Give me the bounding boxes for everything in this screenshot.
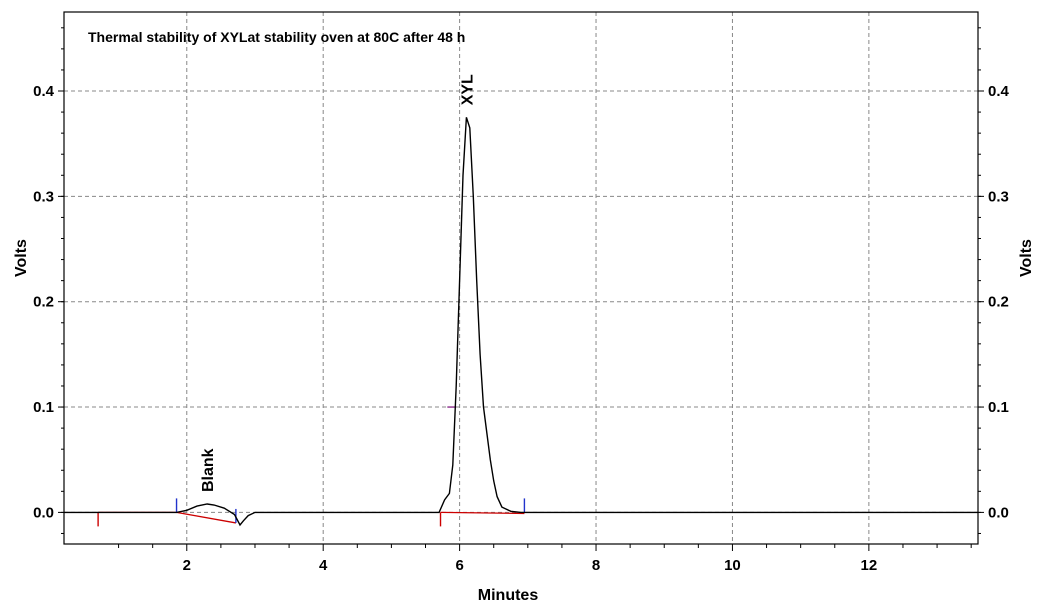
y-tick-label-right: 0.2 bbox=[988, 294, 1009, 311]
y-tick-label-left: 0.2 bbox=[33, 294, 54, 311]
chart-title: Thermal stability of XYLat stability ove… bbox=[88, 29, 465, 45]
baseline-segment bbox=[440, 511, 525, 515]
y-tick-label-left: 0.3 bbox=[33, 188, 54, 205]
y-tick-label-right: 0.1 bbox=[988, 399, 1009, 416]
x-tick-labels: 2 4 6 8 10 12 bbox=[183, 557, 878, 574]
peak-labels: Blank XYL bbox=[200, 74, 476, 492]
baseline-segment bbox=[176, 511, 237, 524]
y-axis-title-left: Volts bbox=[13, 239, 30, 277]
y-axis-title-right: Volts bbox=[1018, 239, 1035, 277]
chromatogram-trace bbox=[64, 117, 978, 527]
y-tick-label-left: 0.1 bbox=[33, 399, 54, 416]
y-tick-label-right: 0.0 bbox=[988, 504, 1009, 521]
x-tick-label: 8 bbox=[592, 557, 600, 574]
peak-label: XYL bbox=[459, 74, 476, 105]
y-tick-label-left: 0.4 bbox=[33, 83, 55, 100]
y-tick-label-left: 0.0 bbox=[33, 504, 54, 521]
y-tick-label-right: 0.3 bbox=[988, 188, 1009, 205]
plot-frame bbox=[63, 11, 979, 545]
x-tick-label: 10 bbox=[724, 557, 741, 574]
x-axis-title: Minutes bbox=[478, 587, 539, 604]
peak-label: Blank bbox=[200, 448, 217, 492]
x-tick-label: 4 bbox=[319, 557, 328, 574]
y-tick-labels-right: 0.0 0.1 0.2 0.3 0.4 bbox=[988, 83, 1010, 521]
x-tick-label: 12 bbox=[861, 557, 878, 574]
y-tick-label-right: 0.4 bbox=[988, 83, 1010, 100]
x-tick-label: 6 bbox=[455, 557, 463, 574]
axis-ticks bbox=[58, 27, 984, 551]
y-tick-labels-left: 0.0 0.1 0.2 0.3 0.4 bbox=[33, 83, 55, 521]
x-tick-label: 2 bbox=[183, 557, 191, 574]
